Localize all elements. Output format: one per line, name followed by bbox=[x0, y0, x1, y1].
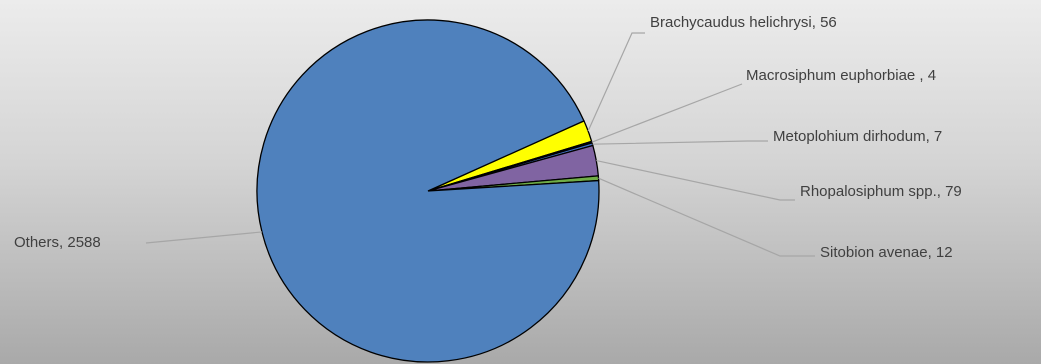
data-label-metoplohium: Metoplohium dirhodum, 7 bbox=[773, 128, 942, 145]
data-label-macrosiphum: Macrosiphum euphorbiae , 4 bbox=[746, 67, 936, 84]
leader-line-others bbox=[145, 231, 263, 244]
leader-line-rhopalosiphum-spp bbox=[596, 159, 795, 201]
leader-lines bbox=[145, 32, 815, 257]
leader-line-macrosiphum-euphorbiae bbox=[591, 83, 743, 143]
pie-slices bbox=[256, 19, 600, 363]
data-label-rhopalosiphum: Rhopalosiphum spp., 79 bbox=[800, 183, 962, 200]
leader-line-sitobion-avenae bbox=[598, 177, 815, 257]
pie-slice-others bbox=[256, 19, 600, 363]
leader-line-brachycaudus-helichrysi bbox=[587, 32, 645, 132]
data-label-others: Others, 2588 bbox=[14, 234, 101, 251]
leader-line-metoplohium-dirhodum bbox=[592, 140, 768, 145]
data-label-brachycaudus: Brachycaudus helichrysi, 56 bbox=[650, 14, 837, 31]
data-labels: Brachycaudus helichrysi, 56 Macrosiphum … bbox=[14, 14, 962, 261]
data-label-sitobion: Sitobion avenae, 12 bbox=[820, 244, 953, 261]
